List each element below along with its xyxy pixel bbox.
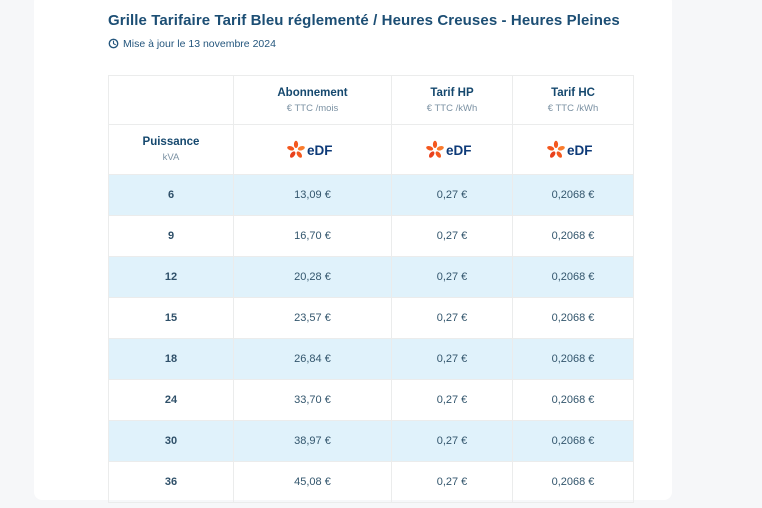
abonnement-cell: 45,08 € [233,461,392,503]
provider-row: Puissance kVA eDF [108,124,634,175]
page-title: Grille Tarifaire Tarif Bleu réglementé /… [108,12,620,29]
clock-icon [108,38,119,49]
last-updated-label: Mise à jour le 13 novembre 2024 [123,37,276,50]
table-row: 15 23,57 € 0,27 € 0,2068 € [108,297,634,339]
tarif-hc-cell: 0,2068 € [512,461,634,503]
row-header-unit: kVA [162,152,180,163]
power-cell: 18 [108,338,234,380]
table-row: 12 20,28 € 0,27 € 0,2068 € [108,256,634,298]
abonnement-cell: 13,09 € [233,174,392,216]
provider-cell-hc: eDF [512,124,634,175]
tarif-hp-cell: 0,27 € [391,215,513,257]
table-row: 30 38,97 € 0,27 € 0,2068 € [108,420,634,462]
table-row: 36 45,08 € 0,27 € 0,2068 € [108,461,634,503]
tarif-hc-cell: 0,2068 € [512,256,634,298]
power-cell: 36 [108,461,234,503]
abonnement-cell: 23,57 € [233,297,392,339]
last-updated: Mise à jour le 13 novembre 2024 [108,38,620,50]
abonnement-cell: 16,70 € [233,215,392,257]
tarif-hc-cell: 0,2068 € [512,215,634,257]
tariff-table: Abonnement € TTC /mois Tarif HP € TTC /k… [108,75,634,503]
power-cell: 6 [108,174,234,216]
svg-text:eDF: eDF [307,143,333,158]
svg-text:eDF: eDF [446,143,472,158]
table-row: 9 16,70 € 0,27 € 0,2068 € [108,215,634,257]
column-unit: € TTC /mois [286,102,339,114]
tarif-hp-cell: 0,27 € [391,379,513,421]
power-cell: 9 [108,215,234,257]
tarif-hp-cell: 0,27 € [391,256,513,298]
column-header-tarif-hc: Tarif HC € TTC /kWh [512,75,634,125]
abonnement-cell: 20,28 € [233,256,392,298]
tarif-hc-cell: 0,2068 € [512,379,634,421]
svg-text:eDF: eDF [567,143,593,158]
tarif-hp-cell: 0,27 € [391,297,513,339]
abonnement-cell: 33,70 € [233,379,392,421]
power-cell: 12 [108,256,234,298]
tarif-hc-cell: 0,2068 € [512,297,634,339]
column-unit: € TTC /kWh [547,102,599,114]
column-header-abonnement: Abonnement € TTC /mois [233,75,392,125]
tarif-hp-cell: 0,27 € [391,461,513,503]
edf-logo-icon: eDF [547,140,593,158]
column-header-tarif-hp: Tarif HP € TTC /kWh [391,75,513,125]
power-cell: 15 [108,297,234,339]
abonnement-cell: 26,84 € [233,338,392,380]
corner-blank-cell [108,75,234,125]
tarif-hp-cell: 0,27 € [391,420,513,462]
tarif-hc-cell: 0,2068 € [512,174,634,216]
provider-cell-abonnement: eDF [233,124,392,175]
tarif-hc-cell: 0,2068 € [512,420,634,462]
tarif-hp-cell: 0,27 € [391,174,513,216]
column-unit: € TTC /kWh [426,102,478,114]
table-row: 24 33,70 € 0,27 € 0,2068 € [108,379,634,421]
power-cell: 24 [108,379,234,421]
row-header-puissance: Puissance kVA [108,124,234,175]
power-cell: 30 [108,420,234,462]
tarif-hp-cell: 0,27 € [391,338,513,380]
page-header: Grille Tarifaire Tarif Bleu réglementé /… [108,12,620,50]
edf-logo-icon: eDF [426,140,472,158]
table-row: 6 13,09 € 0,27 € 0,2068 € [108,174,634,216]
abonnement-cell: 38,97 € [233,420,392,462]
table-row: 18 26,84 € 0,27 € 0,2068 € [108,338,634,380]
tarif-hc-cell: 0,2068 € [512,338,634,380]
edf-logo-icon: eDF [286,140,333,158]
provider-cell-hp: eDF [391,124,513,175]
table-header-row: Abonnement € TTC /mois Tarif HP € TTC /k… [108,75,634,125]
